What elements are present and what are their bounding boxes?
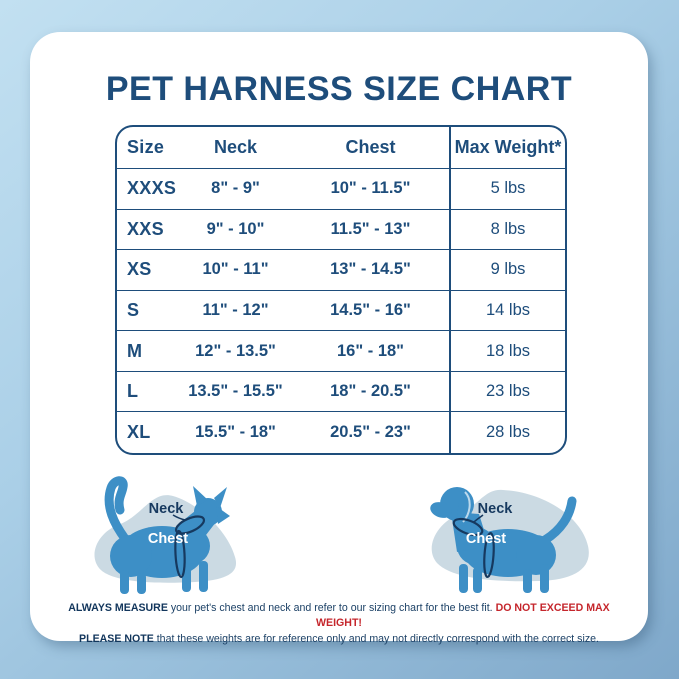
size-chart-table: Size Neck Chest Max Weight* XXXS 8" - 9"…: [115, 125, 567, 455]
column-header-max-weight: Max Weight*: [449, 127, 565, 168]
cat-muzzle: [216, 506, 230, 524]
table-row-s: S 11" - 12" 14.5" - 16" 14 lbs: [117, 290, 565, 332]
size-value: XL: [127, 422, 151, 443]
chest-value: 16" - 18": [336, 341, 404, 360]
weight-value: 5 lbs: [449, 169, 565, 209]
chest-value: 10" - 11.5": [330, 179, 411, 198]
cat-neck-label: Neck: [149, 501, 185, 517]
cat-tail: [104, 476, 131, 545]
chest-value: 14.5" - 16": [330, 300, 411, 319]
table-row-l: L 13.5" - 15.5" 18" - 20.5" 23 lbs: [117, 371, 565, 413]
size-value: XXS: [127, 218, 164, 239]
chest-value: 11.5" - 13": [330, 219, 411, 238]
neck-value: 12" - 13.5": [195, 341, 276, 360]
size-value: XS: [127, 259, 152, 280]
dog-tail: [540, 496, 577, 545]
note-text: that these weights are for reference onl…: [153, 632, 599, 645]
dog-illustration: Neck Chest: [430, 487, 589, 593]
chart-card: PET HARNESS SIZE CHART Size Neck Chest M…: [30, 32, 648, 645]
size-value: XXXS: [127, 178, 177, 199]
cat-neck-pointer-line: [172, 514, 186, 521]
chest-value: 13" - 14.5": [330, 260, 411, 279]
weight-value: 8 lbs: [449, 209, 565, 250]
cat-neck-measure-ring: [174, 515, 206, 535]
dog-neck-label: Neck: [478, 501, 514, 517]
page-title: PET HARNESS SIZE CHART: [105, 70, 573, 108]
measure-instruction-text: your pet's chest and neck and refer to o…: [167, 602, 496, 614]
size-value: L: [127, 381, 139, 402]
weight-value: 28 lbs: [449, 412, 565, 453]
weight-value: 9 lbs: [449, 250, 565, 290]
table-row-m: M 12" - 13.5" 16" - 18" 18 lbs: [117, 331, 565, 372]
size-value: S: [127, 299, 140, 320]
chest-value: 18" - 20.5": [330, 382, 411, 401]
neck-value: 13.5" - 15.5": [188, 382, 283, 401]
dog-chest-label: Chest: [466, 531, 506, 547]
weight-value: 14 lbs: [449, 290, 565, 331]
cat-ear: [214, 487, 227, 508]
dog-chest-measure-band: [483, 531, 495, 579]
weight-value: 23 lbs: [449, 371, 565, 412]
dog-neck-measure-ring: [452, 517, 484, 537]
cat-ear: [193, 486, 208, 506]
neck-value: 15.5" - 18": [195, 423, 276, 442]
table-row-xxxs: XXXS 8" - 9" 10" - 11.5" 5 lbs: [117, 169, 565, 210]
cat-illustration: Neck Chest: [94, 476, 237, 594]
chest-value: 20.5" - 23": [330, 423, 411, 442]
always-measure-label: ALWAYS MEASURE: [68, 602, 168, 614]
column-header-neck: Neck: [213, 137, 258, 157]
max-weight-warning: DO NOT EXCEED MAX WEIGHT!: [316, 602, 610, 630]
weight-value: 18 lbs: [449, 331, 565, 371]
please-note-label: PLEASE NOTE: [79, 632, 154, 645]
footer-disclaimer: ALWAYS MEASURE your pet's chest and neck…: [52, 601, 626, 647]
cat-chest-measure-band: [174, 529, 186, 579]
dog-snout: [430, 502, 452, 518]
cat-chest-label: Chest: [148, 531, 188, 547]
neck-value: 9" - 10": [206, 219, 265, 238]
table-row-xs: XS 10" - 11" 13" - 14.5" 9 lbs: [117, 250, 565, 291]
table-row-xl: XL 15.5" - 18" 20.5" - 23" 28 lbs: [117, 412, 565, 453]
dog-neck-pointer-line: [473, 514, 484, 523]
neck-value: 10" - 11": [202, 260, 269, 279]
column-header-chest: Chest: [345, 137, 396, 157]
neck-value: 8" - 9": [211, 179, 260, 198]
column-header-size: Size: [127, 137, 165, 157]
table-header-row: Size Neck Chest Max Weight*: [117, 127, 565, 169]
neck-value: 11" - 12": [202, 300, 269, 319]
table-row-xxs: XXS 9" - 10" 11.5" - 13" 8 lbs: [117, 209, 565, 251]
size-value: M: [127, 340, 143, 361]
